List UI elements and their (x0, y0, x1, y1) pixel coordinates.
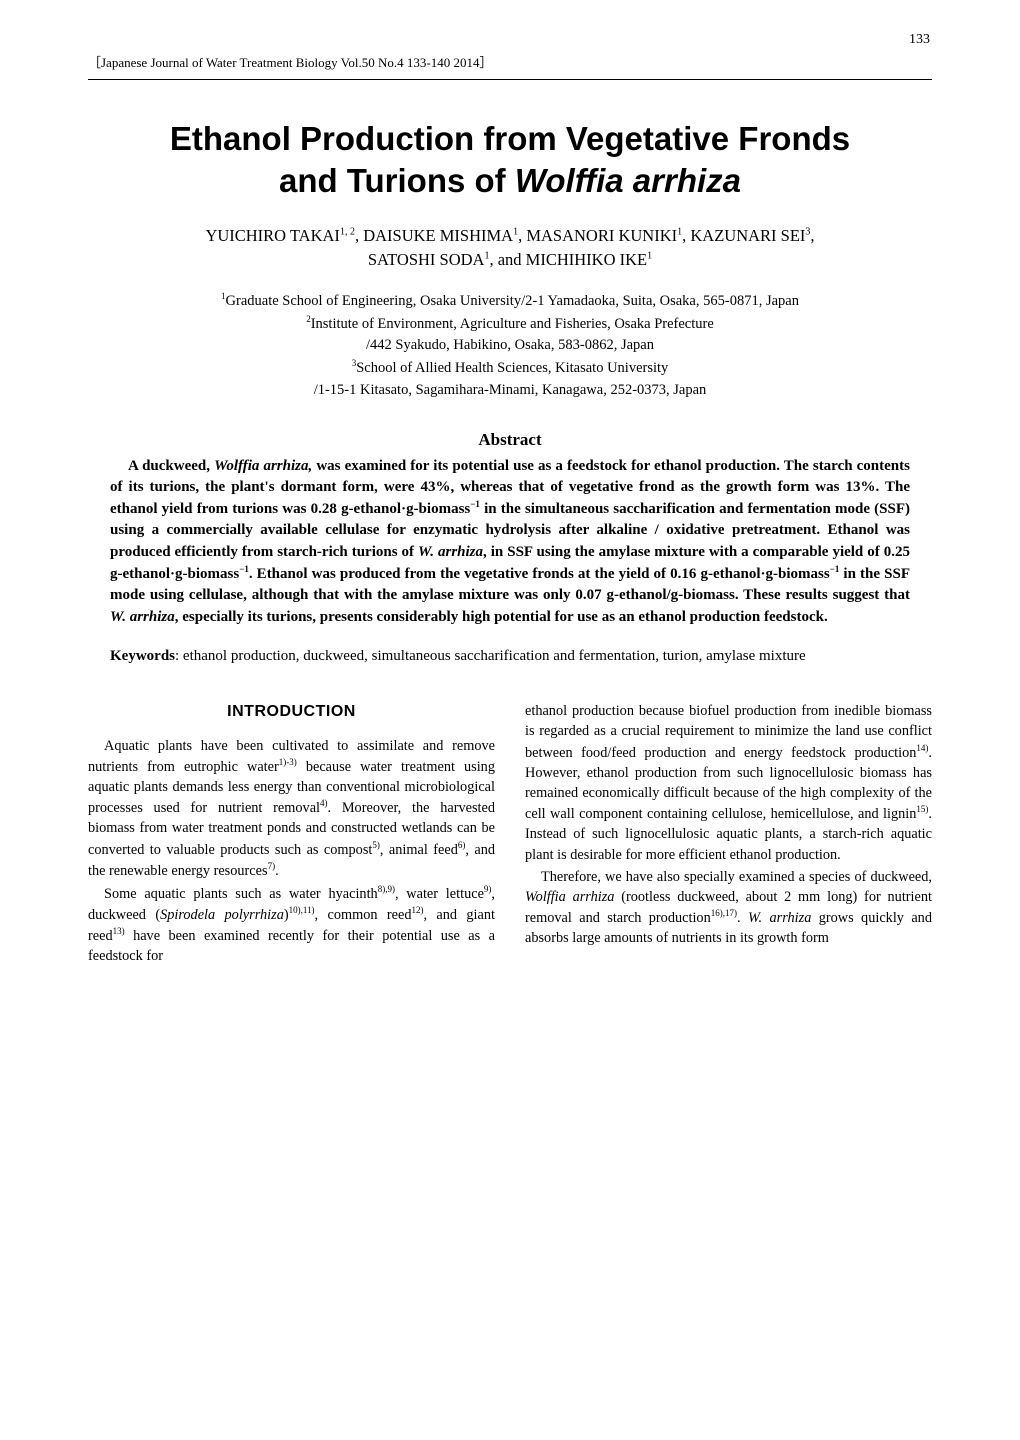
keywords-label: Keywords (110, 648, 175, 664)
intro-paragraph-2-cont: ethanol production because biofuel produ… (525, 701, 932, 865)
intro-paragraph-3: Therefore, we have also specially examin… (525, 867, 932, 949)
keywords-block: Keywords: ethanol production, duckweed, … (88, 646, 932, 667)
ref-sup: 13) (113, 926, 125, 936)
ref-sup: 8),9) (378, 884, 395, 894)
title-line-2: and Turions of (279, 162, 515, 199)
column-right: ethanol production because biofuel produ… (525, 701, 932, 968)
body-text: , animal feed (380, 841, 458, 857)
affiliations-block: 1Graduate School of Engineering, Osaka U… (88, 290, 932, 401)
affil-2b: /442 Syakudo, Habikino, Osaka, 583-0862,… (366, 337, 654, 353)
species-name: Spirodela polyrrhiza (160, 907, 284, 923)
author-sep: , and MICHIHIKO IKE (489, 250, 647, 269)
body-text: . (275, 862, 279, 878)
abstract-species-1: Wolffia arrhiza, (214, 458, 312, 474)
author-sep: , (810, 226, 814, 245)
keywords-text: : ethanol production, duckweed, simultan… (175, 648, 806, 664)
abstract-sup: −1 (830, 564, 840, 574)
ref-sup: 16),17) (711, 908, 737, 918)
body-text: , water lettuce (395, 886, 484, 902)
journal-citation: ［Japanese Journal of Water Treatment Bio… (88, 52, 932, 71)
abstract-heading: Abstract (88, 430, 932, 450)
column-left: INTRODUCTION Aquatic plants have been cu… (88, 701, 495, 968)
authors-block: YUICHIRO TAKAI1, 2, DAISUKE MISHIMA 1 , MA… (88, 224, 932, 272)
author-1: YUICHIRO TAKAI (205, 226, 340, 245)
introduction-heading: INTRODUCTION (88, 701, 495, 724)
two-column-body: INTRODUCTION Aquatic plants have been cu… (88, 701, 932, 968)
abstract-sup: −1 (239, 564, 249, 574)
body-text: Therefore, we have also specially examin… (541, 869, 932, 885)
affil-1: Graduate School of Engineering, Osaka Un… (226, 293, 799, 309)
body-text: have been examined recently for their po… (88, 928, 495, 964)
abstract-sup: −1 (470, 499, 480, 509)
article-title: Ethanol Production from Vegetative Frond… (88, 118, 932, 202)
body-text: Some aquatic plants such as water hyacin… (104, 886, 378, 902)
ref-sup: 12) (411, 905, 423, 915)
body-text: . (737, 910, 748, 926)
ref-sup: 5) (372, 840, 380, 850)
affil-3b: /1-15-1 Kitasato, Sagamihara-Minami, Kan… (314, 382, 707, 398)
ref-sup: 15) (916, 804, 928, 814)
abstract-species-3: W. arrhiza (110, 609, 175, 625)
author-6-affil: 1 (647, 251, 652, 262)
abstract-text: A duckweed, (128, 458, 214, 474)
intro-paragraph-1: Aquatic plants have been cultivated to a… (88, 736, 495, 881)
abstract-species-2: W. arrhiza (418, 544, 483, 560)
author-5: SATOSHI SODA (368, 250, 485, 269)
author-sep: , MASANORI KUNIKI (518, 226, 677, 245)
ref-sup: 10),11) (289, 905, 315, 915)
abstract-body: A duckweed, Wolffia arrhiza, was examine… (88, 456, 932, 628)
affil-3: School of Allied Health Sciences, Kitasa… (356, 360, 668, 376)
body-text: , common reed (315, 907, 412, 923)
affil-2: Institute of Environment, Agriculture an… (311, 316, 714, 332)
title-species-name: Wolffia arrhiza (515, 162, 741, 199)
horizontal-rule (88, 79, 932, 80)
title-line-1: Ethanol Production from Vegetative Frond… (170, 120, 850, 157)
intro-paragraph-2: Some aquatic plants such as water hyacin… (88, 883, 495, 966)
ref-sup: 1)-3) (279, 757, 297, 767)
author-1-affil: 1, 2 (340, 227, 355, 238)
abstract-text: . Ethanol was produced from the vegetati… (249, 566, 830, 582)
ref-sup: 14) (916, 743, 928, 753)
species-name: W. arrhiza (748, 910, 811, 926)
author-sep: , DAISUKE MISHIMA (355, 226, 513, 245)
ref-sup: 4) (320, 798, 328, 808)
author-sep: , KAZUNARI SEI (682, 226, 805, 245)
page-number: 133 (909, 32, 930, 48)
body-text: ethanol production because biofuel produ… (525, 703, 932, 760)
species-name: Wolffia arrhiza (525, 889, 614, 905)
ref-sup: 7) (268, 861, 276, 871)
abstract-text: , especially its turions, presents consi… (175, 609, 828, 625)
